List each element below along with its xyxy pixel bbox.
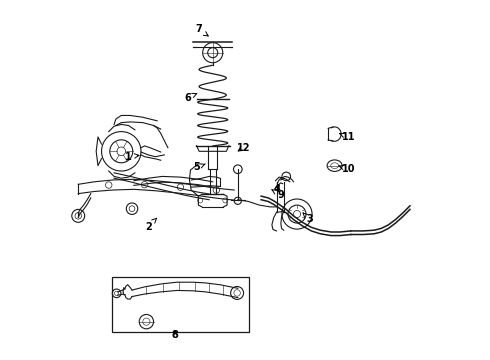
Text: 4: 4 [274,184,281,194]
Bar [112,277,248,332]
Text: 5: 5 [193,162,205,172]
Text: 2: 2 [145,218,156,231]
Text: 6: 6 [184,93,197,103]
Text: 1: 1 [125,152,139,162]
Text: 3: 3 [303,213,313,224]
Text: 11: 11 [340,132,356,142]
Text: 12: 12 [237,143,250,153]
Text: 8: 8 [172,330,178,340]
Text: 10: 10 [339,164,356,174]
Text: 9: 9 [272,190,284,200]
Text: 7: 7 [195,24,208,36]
